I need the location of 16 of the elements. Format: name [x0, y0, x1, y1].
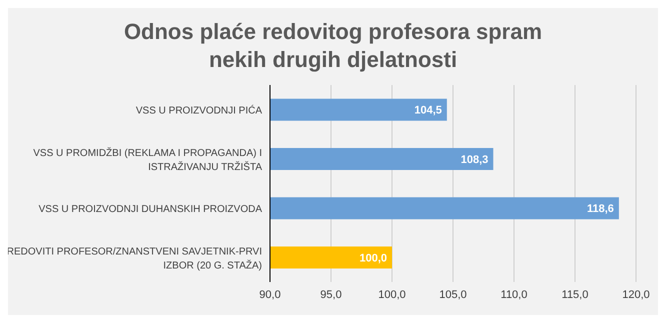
y-tick-label: REDOVITI PROFESOR/ZNANSTVENI SAVJETNIK-PRVI IZBOR (20 G. STAŽA)	[6, 246, 262, 272]
chart-title: Odnos plaće redovitog profesora spram nekih drugih djelatnosti	[122, 18, 544, 74]
data-label: 100,0	[359, 252, 387, 264]
data-label: 118,6	[587, 203, 614, 216]
x-tick-label: 90,0	[259, 288, 281, 301]
x-tick-label: 115,0	[562, 288, 588, 301]
y-tick-label: VSS U PROMIDŽBI (REKLAMA I PROPAGANDA) I ISTRAŽIVANJU TRŽIŠTA	[33, 146, 262, 173]
x-tick-label: 100,0	[378, 288, 406, 301]
y-tick-label: VSS U PROIZVODNJI DUHANSKIH PROIZVODA	[38, 204, 262, 216]
x-tick-label: 95,0	[320, 288, 342, 301]
data-label: 104,5	[414, 104, 442, 117]
y-tick-label: VSS U PROIZVODNJI PIĆA	[136, 104, 262, 117]
data-label: 108,3	[460, 154, 488, 166]
x-tick-label: 105,0	[439, 288, 467, 301]
x-tick-label: 110,0	[500, 288, 528, 301]
x-tick-label: 120,0	[622, 288, 650, 301]
